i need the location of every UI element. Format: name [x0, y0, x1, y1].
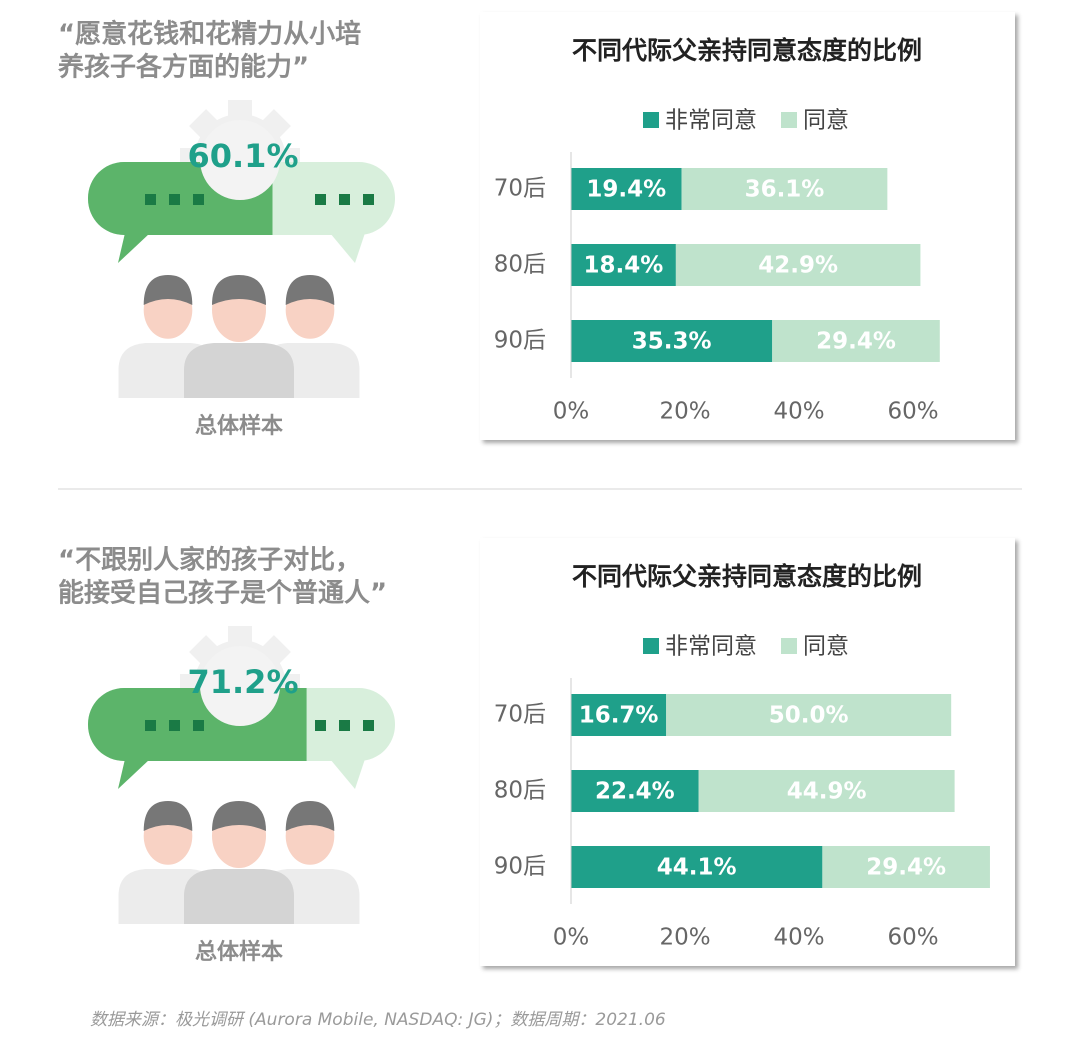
x-tick-label: 20% [659, 925, 710, 951]
person-hair [212, 275, 266, 305]
dot [315, 194, 326, 205]
y-tick-label: 90后 [494, 854, 546, 880]
dot [169, 720, 180, 731]
person-body [184, 869, 294, 924]
bubble-tail [330, 759, 365, 789]
highlight-percent: 60.1% [187, 137, 298, 175]
bar-segment [772, 320, 940, 362]
x-tick-label: 40% [773, 399, 824, 425]
source: 数据来源：极光调研 (Aurora Mobile, NASDAQ: JG)；数据… [90, 1010, 666, 1030]
chart-title: 不同代际父亲持同意态度的比例 [572, 36, 922, 65]
person-hair [212, 801, 266, 831]
value-label: 18.4% [584, 253, 664, 279]
legend-swatch [643, 112, 659, 128]
x-tick-label: 0% [553, 925, 590, 951]
dot [193, 720, 204, 731]
bubble-tail [118, 759, 150, 789]
bubble-tail [118, 233, 150, 263]
y-tick-label: 80后 [494, 778, 546, 804]
dot [315, 720, 326, 731]
chart-title: 不同代际父亲持同意态度的比例 [572, 562, 922, 591]
dot [145, 720, 156, 731]
sample-label: 总体样本 [195, 939, 283, 965]
value-label: 22.4% [595, 779, 675, 805]
y-tick-label: 90后 [494, 328, 546, 354]
legend-label: 非常同意 [665, 634, 757, 660]
highlight-percent: 71.2% [187, 663, 298, 701]
x-tick-label: 40% [773, 925, 824, 951]
dot [193, 194, 204, 205]
bar-segment [571, 320, 773, 362]
bar-segment [571, 770, 699, 812]
quote-line: 能接受自己孩子是个普通人” [58, 578, 387, 609]
legend-swatch [643, 638, 659, 654]
value-label: 44.1% [657, 855, 737, 881]
bar-segment [571, 694, 667, 736]
sample-label: 总体样本 [195, 413, 283, 439]
legend-label: 同意 [803, 108, 849, 134]
gear-front [200, 120, 280, 200]
value-label: 50.0% [769, 703, 849, 729]
gear-front [200, 646, 280, 726]
bar-segment [681, 168, 888, 210]
quote-line: “愿意花钱和花精力从小培 [58, 19, 361, 50]
value-label: 36.1% [745, 177, 825, 203]
bar-segment [675, 244, 921, 286]
y-tick-label: 70后 [494, 176, 546, 202]
value-label: 29.4% [816, 329, 896, 355]
value-label: 44.9% [787, 779, 867, 805]
value-label: 19.4% [586, 177, 666, 203]
bar-segment [666, 694, 952, 736]
bar-segment [571, 846, 823, 888]
dot [339, 720, 350, 731]
dot [363, 194, 374, 205]
chart-card [480, 538, 1015, 966]
quote-line: 养孩子各方面的能力” [57, 52, 309, 83]
dot [363, 720, 374, 731]
dot [339, 194, 350, 205]
x-tick-label: 60% [887, 399, 938, 425]
person-body [184, 343, 294, 398]
value-label: 29.4% [866, 855, 946, 881]
person-hair [285, 275, 335, 305]
person-hair [143, 275, 193, 305]
x-tick-label: 20% [659, 399, 710, 425]
person-hair [285, 801, 335, 831]
bar-segment [571, 168, 682, 210]
legend-swatch [781, 112, 797, 128]
value-label: 35.3% [632, 329, 712, 355]
dot [169, 194, 180, 205]
x-tick-label: 0% [553, 399, 590, 425]
y-tick-label: 80后 [494, 252, 546, 278]
bar-segment [571, 244, 676, 286]
legend-label: 非常同意 [665, 108, 757, 134]
value-label: 16.7% [579, 703, 659, 729]
chart-card [480, 12, 1015, 440]
legend-swatch [781, 638, 797, 654]
person-hair [143, 801, 193, 831]
legend-label: 同意 [803, 634, 849, 660]
value-label: 42.9% [758, 253, 838, 279]
x-tick-label: 60% [887, 925, 938, 951]
dot [145, 194, 156, 205]
bar-segment [822, 846, 990, 888]
bar-segment [698, 770, 955, 812]
quote-line: “不跟别人家的孩子对比， [58, 545, 361, 576]
bubble-tail [330, 233, 365, 263]
y-tick-label: 70后 [494, 702, 546, 728]
